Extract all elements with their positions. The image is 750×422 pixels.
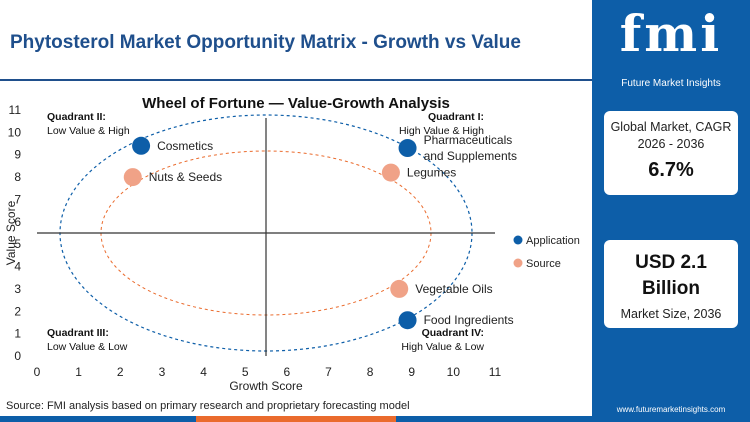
market-size-label: Market Size, 2036 (620, 307, 722, 321)
x-tick-label: 8 (367, 365, 374, 379)
quadrant-2-desc: Low Value & High (47, 125, 130, 137)
y-tick-label: 1 (14, 327, 21, 341)
fmi-logo: fmi Future Market Insights (592, 0, 750, 100)
y-tick-label: 6 (14, 215, 21, 229)
website-link[interactable]: www.futuremarketinsights.com (616, 405, 726, 414)
x-tick-label: 6 (283, 365, 290, 379)
data-point-label: Food Ingredients (424, 313, 514, 327)
y-axis-label: Value Score (4, 200, 18, 265)
data-point (390, 279, 409, 298)
y-tick-label: 0 (14, 349, 21, 363)
x-tick-label: 3 (159, 365, 166, 379)
x-tick-label: 11 (489, 365, 502, 379)
x-tick-label: 10 (447, 365, 461, 379)
x-tick-label: 9 (408, 365, 415, 379)
x-tick-label: 5 (242, 365, 249, 379)
cagr-card: Global Market, CAGR 2026 - 2036 6.7% (604, 111, 738, 195)
y-tick-label: 9 (14, 148, 21, 162)
x-tick-label: 2 (117, 365, 124, 379)
cagr-value: 6.7% (648, 159, 694, 181)
header-divider (0, 79, 592, 81)
data-point (132, 136, 151, 155)
data-point (123, 168, 142, 187)
data-point (381, 163, 400, 182)
opportunity-matrix-chart: Wheel of Fortune — Value-Growth Analysis… (4, 95, 580, 393)
footer-bar-blue-left (0, 416, 196, 422)
y-tick-label: 2 (14, 304, 21, 318)
y-tick-label: 4 (14, 260, 21, 274)
page-title: Phytosterol Market Opportunity Matrix - … (10, 32, 521, 53)
legend-label: Source (526, 258, 561, 270)
source-note: Source: FMI analysis based on primary re… (6, 400, 410, 412)
legend-marker (513, 235, 523, 245)
market-size-card: USD 2.1 Billion Market Size, 2036 (604, 240, 738, 328)
data-point-label: Vegetable Oils (415, 282, 492, 296)
x-tick-label: 4 (200, 365, 207, 379)
data-point-label: Cosmetics (157, 139, 213, 153)
y-tick-label: 11 (9, 103, 22, 117)
data-point (398, 311, 417, 330)
stats-sidebar: fmi Future Market Insights Global Market… (592, 0, 750, 422)
y-tick-label: 7 (14, 192, 21, 206)
y-tick-label: 5 (14, 237, 21, 251)
market-size-value: USD 2.1 Billion (635, 252, 707, 299)
x-axis-label: Growth Score (229, 379, 303, 393)
data-point (398, 139, 417, 158)
quadrant-3-title: Quadrant III: (47, 327, 109, 339)
footer-bar-blue-right (396, 416, 592, 422)
header: Phytosterol Market Opportunity Matrix - … (0, 0, 592, 81)
quadrant-4-title: Quadrant IV: (422, 327, 484, 339)
footer-bar-orange (196, 416, 396, 422)
x-tick-label: 7 (325, 365, 332, 379)
quadrant-4-desc: High Value & Low (401, 341, 484, 353)
data-point-label: Legumes (407, 166, 456, 180)
legend-label: Application (526, 235, 580, 247)
chart-title: Wheel of Fortune — Value-Growth Analysis (142, 95, 450, 112)
quadrant-2-title: Quadrant II: (47, 111, 106, 123)
quadrant-1-title: Quadrant I: (428, 111, 484, 123)
y-tick-label: 3 (14, 282, 21, 296)
quadrant-3-desc: Low Value & Low (47, 341, 128, 353)
logo-tagline: Future Market Insights (621, 78, 721, 89)
cagr-label: Global Market, CAGR 2026 - 2036 (610, 120, 732, 151)
quadrant-1-desc: High Value & High (399, 125, 484, 137)
logo-mark: fmi (619, 4, 723, 63)
y-tick-label: 10 (8, 125, 22, 139)
x-tick-label: 1 (75, 365, 82, 379)
data-point-label: Nuts & Seeds (149, 170, 222, 184)
legend-marker (513, 258, 523, 268)
data-point-label: Pharmaceuticals and Supplements (424, 133, 517, 163)
x-tick-label: 0 (34, 365, 41, 379)
y-tick-label: 8 (14, 170, 21, 184)
